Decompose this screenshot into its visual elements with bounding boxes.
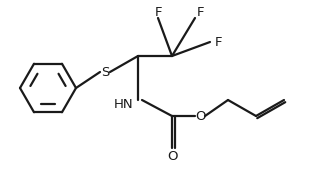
Text: F: F <box>197 5 205 18</box>
Text: F: F <box>154 5 162 18</box>
Text: O: O <box>167 149 177 162</box>
Text: HN: HN <box>114 97 133 110</box>
Text: F: F <box>214 36 222 49</box>
Text: S: S <box>101 65 109 78</box>
Text: O: O <box>195 109 205 122</box>
